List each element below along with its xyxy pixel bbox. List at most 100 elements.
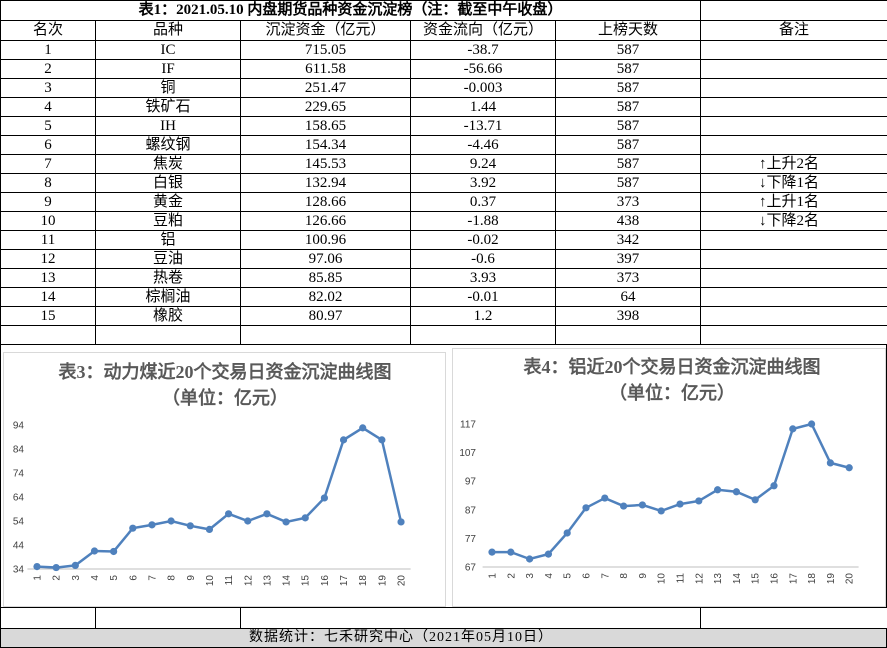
x-tick-label: 14 — [282, 575, 293, 587]
cell: 铁矿石 — [96, 98, 241, 117]
data-point — [789, 425, 796, 432]
cell: -38.7 — [411, 41, 556, 60]
cell — [1, 326, 96, 345]
x-tick-label: 10 — [657, 573, 668, 585]
cell: 126.66 — [241, 212, 411, 231]
x-tick-label: 16 — [770, 573, 781, 585]
cell — [701, 60, 887, 79]
cell: 14 — [1, 288, 96, 307]
cell — [96, 326, 241, 345]
cell — [241, 326, 411, 345]
x-tick-label: 17 — [788, 573, 799, 585]
cell: 9.24 — [411, 155, 556, 174]
y-tick-label: 84 — [13, 445, 25, 456]
x-tick-label: 18 — [358, 575, 369, 587]
x-tick-label: 3 — [525, 573, 536, 579]
header-row: 名次品种沉淀资金（亿元）资金流向（亿元）上榜天数备注 — [1, 21, 887, 41]
data-point — [321, 494, 328, 501]
cell: IH — [96, 117, 241, 136]
cell — [701, 79, 887, 98]
cell: 8 — [1, 174, 96, 193]
x-tick-label: 1 — [33, 575, 44, 581]
cell: 2 — [1, 60, 96, 79]
cell: 黄金 — [96, 193, 241, 212]
data-point — [827, 459, 834, 466]
x-tick-label: 9 — [186, 575, 197, 581]
data-point — [148, 521, 155, 528]
cell: -0.6 — [411, 250, 556, 269]
data-point — [639, 501, 646, 508]
cell: 587 — [556, 117, 701, 136]
data-point — [582, 504, 589, 511]
y-tick-label: 87 — [465, 505, 477, 516]
x-tick-label: 11 — [676, 573, 687, 584]
cell: 64 — [556, 288, 701, 307]
data-point — [206, 526, 213, 533]
x-tick-label: 15 — [301, 575, 312, 587]
data-point — [263, 510, 270, 517]
x-tick-label: 20 — [845, 573, 856, 585]
x-tick-label: 6 — [582, 573, 593, 579]
data-point — [359, 424, 366, 431]
cell: 158.65 — [241, 117, 411, 136]
blank-row — [1, 326, 887, 345]
cell: -56.66 — [411, 60, 556, 79]
cell: 1.44 — [411, 98, 556, 117]
header-cell: 资金流向（亿元） — [411, 21, 556, 41]
x-tick-label: 13 — [262, 575, 273, 587]
cell: -0.003 — [411, 79, 556, 98]
cell: IC — [96, 41, 241, 60]
note-cell: ↑上升2名 — [701, 155, 887, 174]
cell: 棕榈油 — [96, 288, 241, 307]
cell: 6 — [1, 136, 96, 155]
cell: 373 — [556, 269, 701, 288]
cell: 铜 — [96, 79, 241, 98]
cell: 587 — [556, 41, 701, 60]
y-tick-label: 107 — [459, 448, 476, 459]
header-cell: 名次 — [1, 21, 96, 41]
y-tick-label: 77 — [465, 534, 477, 545]
cell: 128.66 — [241, 193, 411, 212]
cell: 1.2 — [411, 307, 556, 326]
y-tick-label: 54 — [13, 517, 25, 528]
cell: 豆粕 — [96, 212, 241, 231]
header-cell: 上榜天数 — [556, 21, 701, 41]
x-tick-label: 7 — [147, 575, 158, 581]
cell: 15 — [1, 307, 96, 326]
y-tick-label: 97 — [465, 477, 477, 488]
data-point — [378, 436, 385, 443]
footer-row: 数据统计：七禾研究中心（2021年05月10日） — [0, 628, 887, 648]
y-tick-label: 67 — [465, 563, 477, 574]
cell: -4.46 — [411, 136, 556, 155]
data-point — [808, 420, 815, 427]
x-tick-label: 18 — [807, 573, 818, 585]
x-tick-label: 11 — [224, 575, 235, 586]
header-cell: 品种 — [96, 21, 241, 41]
data-point — [72, 562, 79, 569]
header-cell: 备注 — [701, 21, 887, 41]
note-cell: ↑上升1名 — [701, 193, 887, 212]
cell: 13 — [1, 269, 96, 288]
cell: 611.58 — [241, 60, 411, 79]
cell: 145.53 — [241, 155, 411, 174]
cell — [701, 117, 887, 136]
chart-title: 表3：动力煤近20个交易日资金沉淀曲线图（单位：亿元） — [57, 359, 393, 411]
data-point — [488, 549, 495, 556]
cell — [701, 41, 887, 60]
cell: 80.97 — [241, 307, 411, 326]
y-tick-label: 64 — [13, 493, 25, 504]
x-tick-label: 2 — [52, 575, 63, 581]
cell: -13.71 — [411, 117, 556, 136]
cell — [701, 307, 887, 326]
cell: 12 — [1, 250, 96, 269]
data-point — [129, 525, 136, 532]
x-tick-label: 13 — [713, 573, 724, 585]
